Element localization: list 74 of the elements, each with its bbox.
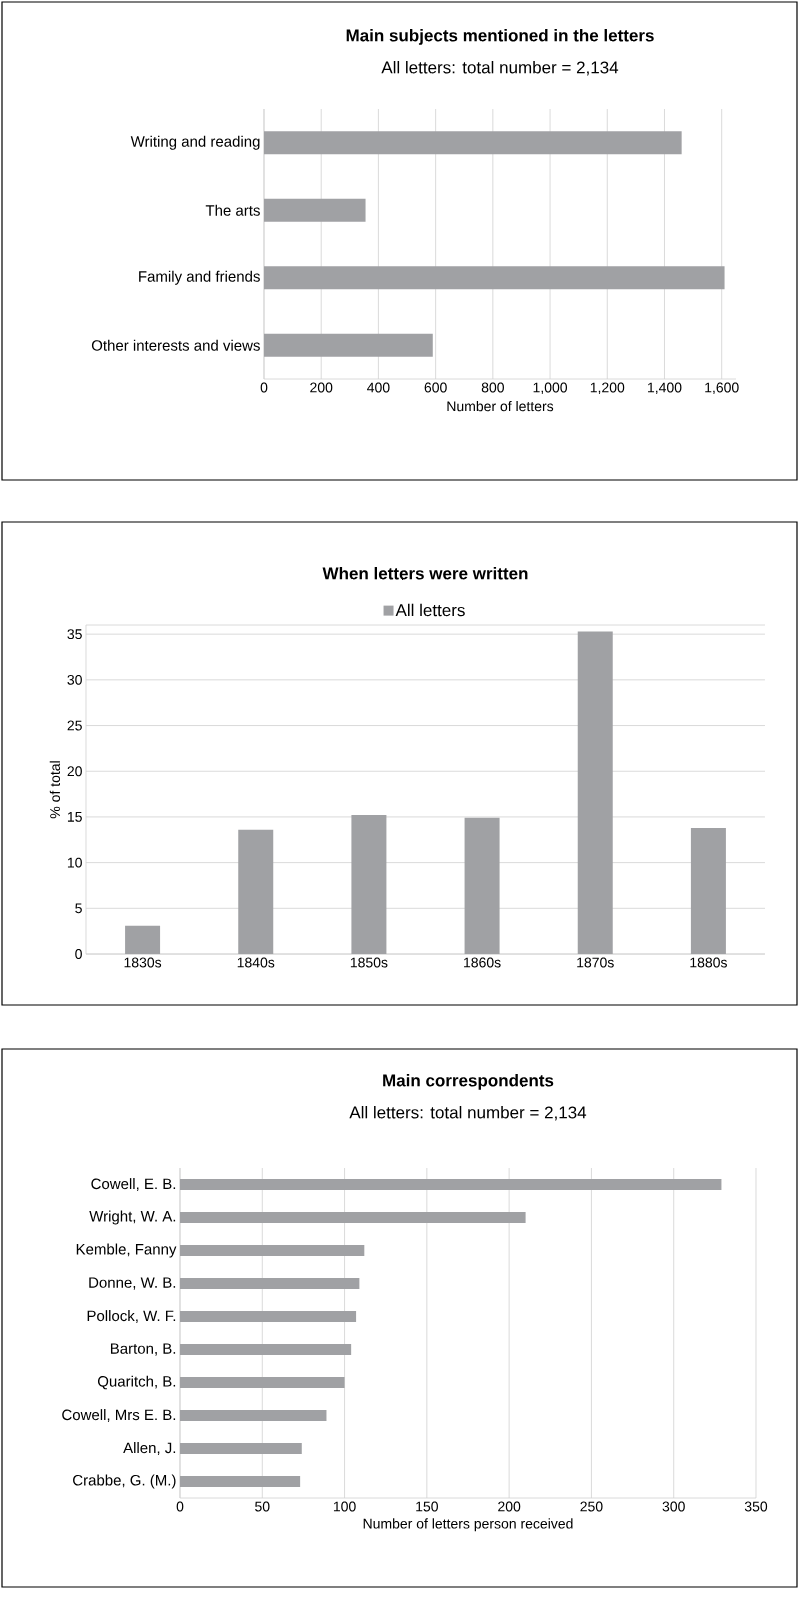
x-tick-label: 1,600 (705, 382, 739, 395)
y-tick-label: Barton, B. (110, 1343, 176, 1356)
y-tick-label: 15 (67, 812, 82, 822)
x-tick-label: 1830s (124, 957, 162, 968)
x-tick-label: 1,000 (533, 382, 568, 395)
x-tick-label: 350 (744, 1501, 768, 1512)
x-tick-label: 1850s (350, 957, 388, 968)
chart-subtitle: All letters: total number = 2,134 (349, 1105, 587, 1121)
y-tick-label: 20 (67, 766, 82, 777)
bar (180, 1245, 365, 1257)
y-tick-label: 25 (67, 720, 82, 731)
bar (180, 1377, 345, 1389)
x-tick-label: 600 (424, 382, 447, 393)
x-tick-label: 1,200 (590, 382, 625, 395)
x-axis-title: Number of letters person received (363, 1518, 573, 1532)
bar (264, 131, 682, 155)
y-tick-label: Cowell, E. B. (91, 1178, 176, 1191)
x-tick-label: 250 (580, 1501, 603, 1512)
bar (180, 1179, 722, 1191)
y-tick-label: 30 (67, 674, 82, 685)
x-tick-label: 100 (333, 1501, 356, 1512)
x-tick-label: 1880s (690, 957, 727, 968)
y-tick-label: 0 (75, 949, 82, 959)
x-tick-label: 1860s (464, 957, 501, 968)
bar (351, 815, 387, 955)
bar (464, 817, 500, 955)
y-axis-title: % of total (49, 761, 61, 819)
chart-title: Main subjects mentioned in the letters (346, 28, 654, 45)
bar (577, 631, 613, 955)
y-tick-label: 5 (75, 903, 82, 914)
y-tick-label: Donne, W. B. (89, 1277, 176, 1290)
x-tick-label: 0 (176, 1501, 184, 1512)
x-axis-title: Number of letters (447, 400, 554, 412)
x-tick-label: 300 (662, 1501, 685, 1512)
y-tick-label: Family and friends (139, 270, 260, 285)
bar (238, 829, 274, 955)
y-tick-label: 35 (67, 629, 82, 640)
bar (180, 1476, 301, 1488)
y-tick-label: Cowell, Mrs E. B. (62, 1409, 176, 1422)
y-tick-label: Wright, W. A. (89, 1210, 176, 1225)
bar (180, 1212, 526, 1224)
bar (180, 1410, 327, 1422)
bar (264, 198, 366, 222)
x-tick-label: 400 (367, 382, 390, 393)
y-tick-label: Quaritch, B. (97, 1375, 176, 1390)
x-tick-label: 150 (416, 1501, 438, 1512)
bar (180, 1278, 360, 1290)
bar (264, 333, 433, 357)
legend-label: All letters (395, 603, 465, 617)
bar (180, 1344, 352, 1356)
y-tick-label: Other interests and views (91, 339, 260, 351)
y-tick-label: The arts (205, 204, 260, 216)
bar (264, 266, 725, 290)
x-tick-label: 200 (310, 382, 333, 393)
y-tick-label: Kemble, Fanny (76, 1243, 177, 1258)
x-tick-label: 1,400 (648, 382, 682, 395)
chart-title: When letters were written (322, 567, 528, 580)
bar (690, 827, 726, 955)
y-tick-label: Pollock, W. F. (87, 1310, 176, 1323)
x-tick-label: 1870s (577, 957, 614, 968)
y-tick-label: Crabbe, G. (M.) (73, 1474, 176, 1489)
x-tick-label: 800 (481, 382, 504, 393)
bar (180, 1311, 357, 1323)
x-tick-label: 1840s (237, 957, 275, 968)
bar (125, 925, 161, 955)
chart-subtitle: All letters: total number = 2,134 (381, 60, 619, 76)
x-tick-label: 50 (255, 1501, 270, 1512)
y-tick-label: 10 (67, 857, 82, 868)
y-tick-label: Writing and reading (130, 135, 260, 150)
y-tick-label: Allen, J. (123, 1442, 176, 1455)
x-tick-label: 200 (498, 1501, 521, 1512)
x-tick-label: 0 (260, 382, 268, 393)
bar (180, 1443, 302, 1455)
chart-title: Main correspondents (383, 1073, 554, 1090)
